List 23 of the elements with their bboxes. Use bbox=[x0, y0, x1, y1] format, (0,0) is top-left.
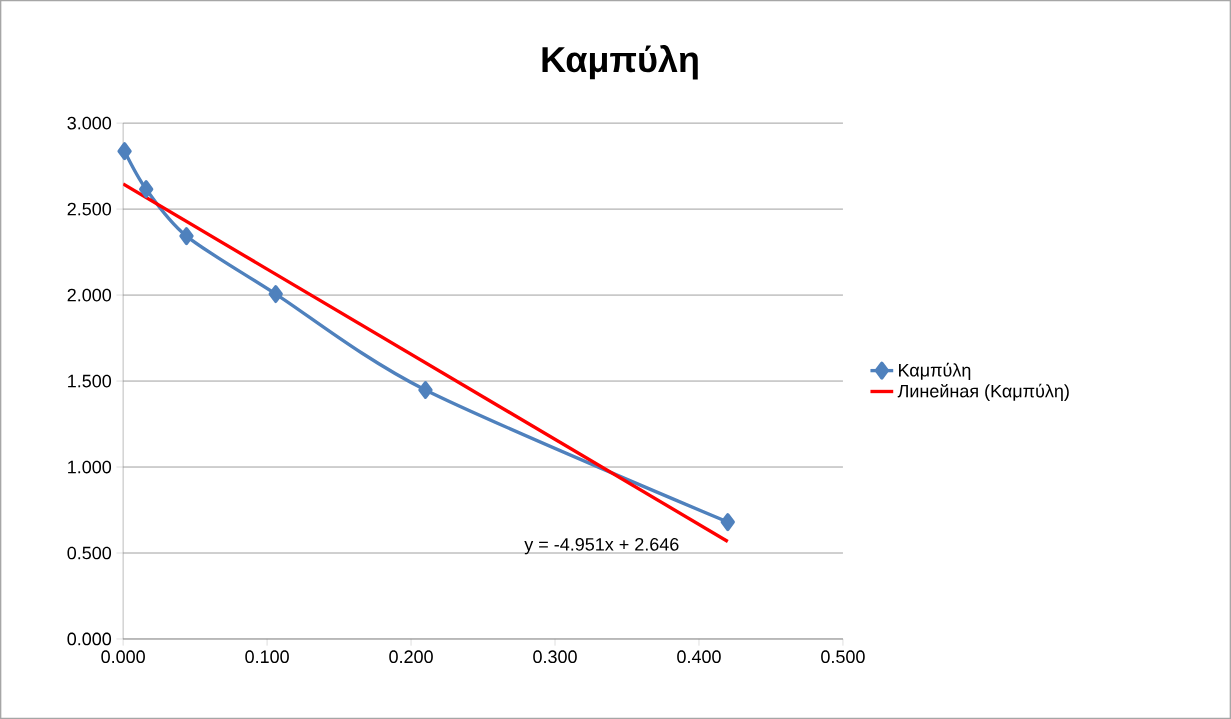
legend-label: Καμπύλη bbox=[899, 362, 971, 381]
point bbox=[139, 180, 154, 199]
annotation: y = -4.951x + 2.646 bbox=[524, 537, 679, 555]
x-tick-label: 0.200 bbox=[389, 650, 433, 664]
point bbox=[720, 512, 735, 531]
point bbox=[418, 380, 433, 399]
y-tick-label: 3.000 bbox=[67, 116, 112, 130]
y-tick-label: 0.500 bbox=[67, 546, 112, 560]
y-tick-label: 1.000 bbox=[68, 460, 112, 474]
y-tick-label: 2.000 bbox=[67, 288, 112, 302]
x-tick-label: 0.000 bbox=[101, 650, 145, 664]
y-tick-label: 0.000 bbox=[67, 632, 112, 646]
x-tick-label: 0.100 bbox=[245, 650, 289, 664]
x-tick-label: 0.400 bbox=[677, 650, 721, 664]
y-tick-label: 2.500 bbox=[67, 202, 112, 216]
y-tick-label: 1.500 bbox=[68, 374, 112, 388]
legend-label: Линейная (Καμπύλη) bbox=[897, 383, 1069, 401]
x-tick-label: 0.300 bbox=[533, 650, 577, 664]
point bbox=[268, 284, 283, 303]
point bbox=[179, 227, 194, 246]
chart-title: Καμπύλη bbox=[542, 44, 698, 80]
x-tick-label: 0.500 bbox=[821, 650, 865, 664]
point bbox=[117, 142, 132, 161]
